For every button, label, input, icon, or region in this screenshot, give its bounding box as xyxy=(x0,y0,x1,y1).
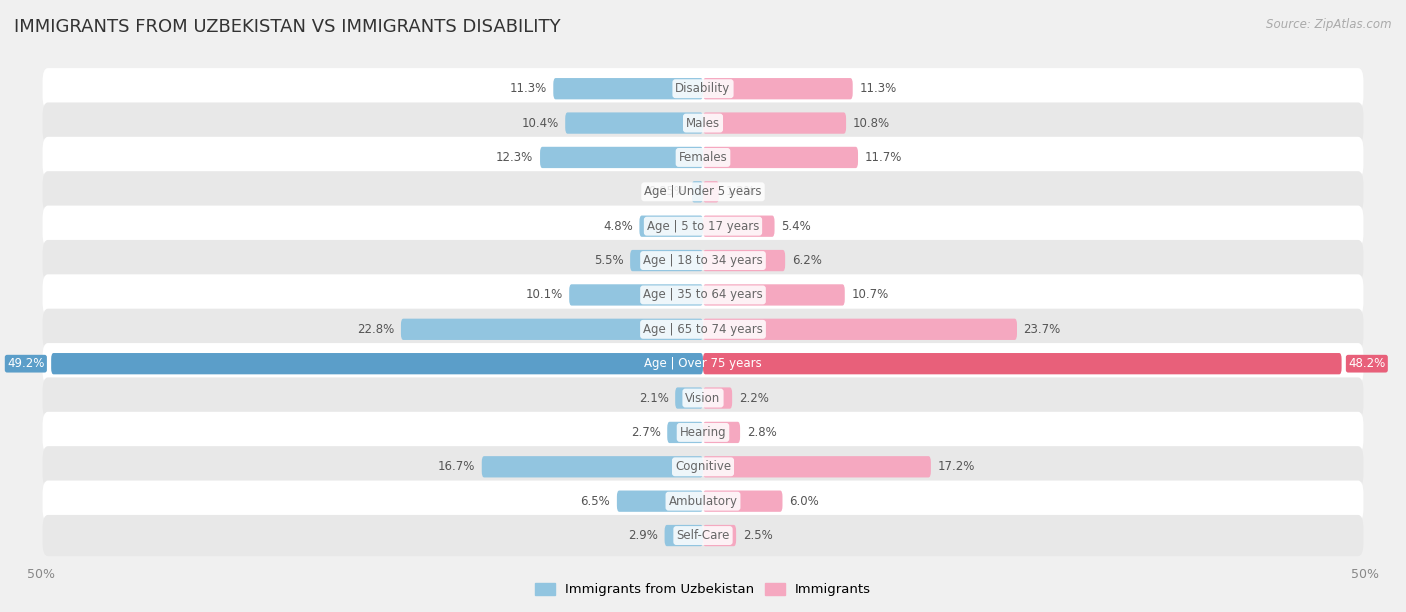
Text: 10.8%: 10.8% xyxy=(852,116,890,130)
Text: 2.1%: 2.1% xyxy=(638,392,669,405)
FancyBboxPatch shape xyxy=(42,308,1364,350)
Text: 10.1%: 10.1% xyxy=(526,288,562,302)
FancyBboxPatch shape xyxy=(703,387,733,409)
FancyBboxPatch shape xyxy=(703,215,775,237)
Text: 6.5%: 6.5% xyxy=(581,494,610,508)
Text: 16.7%: 16.7% xyxy=(437,460,475,473)
Text: Hearing: Hearing xyxy=(679,426,727,439)
Text: 48.2%: 48.2% xyxy=(1348,357,1385,370)
Text: Source: ZipAtlas.com: Source: ZipAtlas.com xyxy=(1267,18,1392,31)
FancyBboxPatch shape xyxy=(703,319,1017,340)
FancyBboxPatch shape xyxy=(42,378,1364,419)
Text: 2.8%: 2.8% xyxy=(747,426,776,439)
Text: Disability: Disability xyxy=(675,82,731,95)
FancyBboxPatch shape xyxy=(42,171,1364,212)
Text: 23.7%: 23.7% xyxy=(1024,323,1062,336)
Text: 2.9%: 2.9% xyxy=(628,529,658,542)
Text: Females: Females xyxy=(679,151,727,164)
FancyBboxPatch shape xyxy=(540,147,703,168)
FancyBboxPatch shape xyxy=(703,78,852,99)
FancyBboxPatch shape xyxy=(42,274,1364,316)
FancyBboxPatch shape xyxy=(42,240,1364,281)
Text: 10.4%: 10.4% xyxy=(522,116,558,130)
FancyBboxPatch shape xyxy=(42,480,1364,522)
Text: Vision: Vision xyxy=(685,392,721,405)
Text: Ambulatory: Ambulatory xyxy=(668,494,738,508)
Text: 1.2%: 1.2% xyxy=(725,185,755,198)
FancyBboxPatch shape xyxy=(42,68,1364,110)
Text: 22.8%: 22.8% xyxy=(357,323,394,336)
FancyBboxPatch shape xyxy=(703,285,845,305)
Text: 2.2%: 2.2% xyxy=(738,392,769,405)
FancyBboxPatch shape xyxy=(42,206,1364,247)
Text: IMMIGRANTS FROM UZBEKISTAN VS IMMIGRANTS DISABILITY: IMMIGRANTS FROM UZBEKISTAN VS IMMIGRANTS… xyxy=(14,18,561,36)
FancyBboxPatch shape xyxy=(554,78,703,99)
FancyBboxPatch shape xyxy=(703,456,931,477)
Text: 2.5%: 2.5% xyxy=(742,529,772,542)
Text: Age | 35 to 64 years: Age | 35 to 64 years xyxy=(643,288,763,302)
FancyBboxPatch shape xyxy=(42,446,1364,487)
Text: Age | 18 to 34 years: Age | 18 to 34 years xyxy=(643,254,763,267)
FancyBboxPatch shape xyxy=(482,456,703,477)
Text: Cognitive: Cognitive xyxy=(675,460,731,473)
Legend: Immigrants from Uzbekistan, Immigrants: Immigrants from Uzbekistan, Immigrants xyxy=(530,578,876,602)
Text: 11.7%: 11.7% xyxy=(865,151,903,164)
Text: 11.3%: 11.3% xyxy=(509,82,547,95)
FancyBboxPatch shape xyxy=(692,181,703,203)
Text: Self-Care: Self-Care xyxy=(676,529,730,542)
Text: 11.3%: 11.3% xyxy=(859,82,897,95)
Text: Age | Over 75 years: Age | Over 75 years xyxy=(644,357,762,370)
Text: 6.0%: 6.0% xyxy=(789,494,818,508)
FancyBboxPatch shape xyxy=(668,422,703,443)
FancyBboxPatch shape xyxy=(703,147,858,168)
Text: 17.2%: 17.2% xyxy=(938,460,974,473)
FancyBboxPatch shape xyxy=(42,412,1364,453)
FancyBboxPatch shape xyxy=(703,525,737,546)
FancyBboxPatch shape xyxy=(401,319,703,340)
Text: Age | 5 to 17 years: Age | 5 to 17 years xyxy=(647,220,759,233)
FancyBboxPatch shape xyxy=(617,490,703,512)
Text: Age | 65 to 74 years: Age | 65 to 74 years xyxy=(643,323,763,336)
Text: 49.2%: 49.2% xyxy=(7,357,45,370)
Text: 2.7%: 2.7% xyxy=(631,426,661,439)
Text: 5.5%: 5.5% xyxy=(593,254,623,267)
Text: 5.4%: 5.4% xyxy=(782,220,811,233)
FancyBboxPatch shape xyxy=(569,285,703,305)
FancyBboxPatch shape xyxy=(42,137,1364,178)
FancyBboxPatch shape xyxy=(565,113,703,134)
Text: 6.2%: 6.2% xyxy=(792,254,821,267)
FancyBboxPatch shape xyxy=(630,250,703,271)
FancyBboxPatch shape xyxy=(703,490,783,512)
FancyBboxPatch shape xyxy=(640,215,703,237)
Text: 0.85%: 0.85% xyxy=(648,185,685,198)
FancyBboxPatch shape xyxy=(665,525,703,546)
FancyBboxPatch shape xyxy=(675,387,703,409)
Text: 4.8%: 4.8% xyxy=(603,220,633,233)
Text: 10.7%: 10.7% xyxy=(852,288,889,302)
FancyBboxPatch shape xyxy=(703,250,785,271)
FancyBboxPatch shape xyxy=(42,102,1364,144)
FancyBboxPatch shape xyxy=(703,181,718,203)
FancyBboxPatch shape xyxy=(703,113,846,134)
FancyBboxPatch shape xyxy=(42,515,1364,556)
Text: Age | Under 5 years: Age | Under 5 years xyxy=(644,185,762,198)
FancyBboxPatch shape xyxy=(42,343,1364,384)
Text: Males: Males xyxy=(686,116,720,130)
FancyBboxPatch shape xyxy=(703,353,1341,375)
FancyBboxPatch shape xyxy=(703,422,740,443)
Text: 12.3%: 12.3% xyxy=(496,151,533,164)
FancyBboxPatch shape xyxy=(51,353,703,375)
